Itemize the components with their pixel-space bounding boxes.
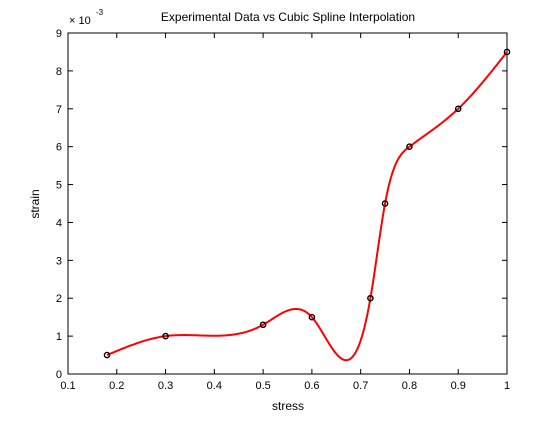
y-tick-label: 7	[56, 104, 62, 116]
y-tick-label: 1	[56, 331, 62, 343]
x-tick-label: 1	[504, 380, 510, 392]
data-point	[308, 313, 316, 321]
plot-area: 0.1 0.2 0.3 0.4 0.5 0.6 0.7 0.8 0.9 1 0 1 2 3 4 5 6 7 8 9	[56, 28, 511, 392]
x-tick-label: 0.6	[304, 380, 319, 392]
chart-title: Experimental Data vs Cubic Spline Interp…	[161, 10, 415, 24]
y-tick-label: 0	[56, 369, 62, 381]
y-exponent-label: × 10	[69, 15, 91, 27]
x-tick-label: 0.1	[60, 380, 75, 392]
y-axis-label: strain	[28, 189, 42, 218]
x-tick-label: 0.3	[158, 380, 173, 392]
y-tick-label: 8	[56, 66, 62, 78]
spline-line	[106, 51, 508, 362]
data-point	[103, 351, 111, 359]
y-tick-label: 2	[56, 293, 62, 305]
axes-box	[67, 32, 508, 375]
data-point	[162, 332, 169, 340]
y-tick-label: 5	[56, 180, 62, 192]
x-tick-label: 0.2	[109, 380, 124, 392]
y-tick-label: 9	[56, 28, 62, 40]
x-tick-label: 0.8	[402, 380, 417, 392]
data-point	[454, 105, 462, 113]
data-point	[259, 321, 267, 329]
y-tick-label: 3	[56, 255, 62, 267]
x-tick-label: 0.5	[255, 380, 270, 392]
data-point	[367, 294, 374, 302]
data-point	[381, 200, 389, 207]
x-tick-label: 0.4	[207, 380, 222, 392]
x-axis-label: stress	[272, 399, 304, 413]
y-tick-label: 4	[56, 217, 62, 229]
y-tick-label: 6	[56, 142, 62, 154]
data-point	[406, 143, 413, 150]
y-exponent-power: -3	[96, 8, 104, 17]
x-tick-label: 0.9	[451, 380, 466, 392]
data-point	[503, 48, 511, 56]
x-tick-label: 0.7	[353, 380, 368, 392]
